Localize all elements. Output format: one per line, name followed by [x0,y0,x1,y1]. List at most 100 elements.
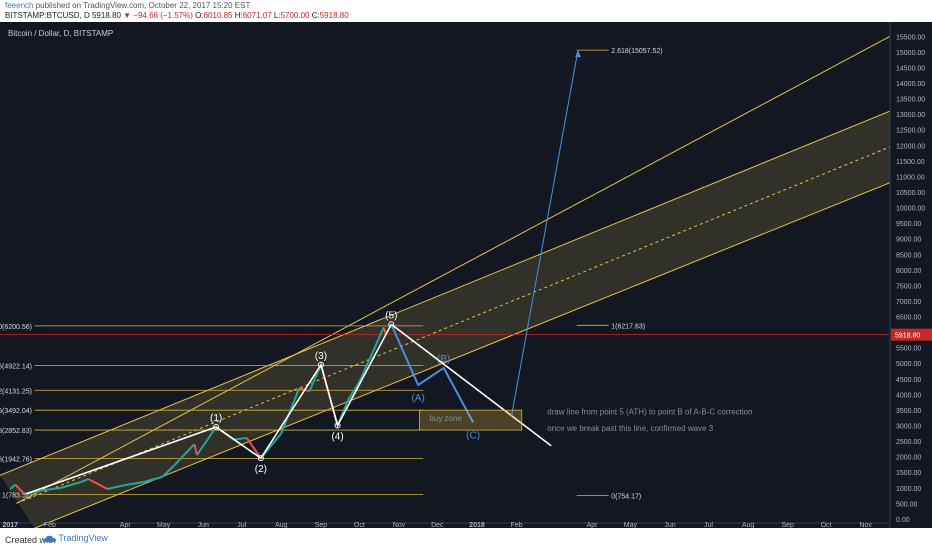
x-tick-label: Feb [44,522,56,528]
price-segment [372,327,385,352]
wave-point [334,422,341,429]
channel-fill [0,111,890,529]
low-value: 5700.00 [280,11,310,20]
fib-level-label: 0(6200.56) [0,324,32,331]
y-tick-label: 8000.00 [896,268,921,275]
price-segment [142,475,163,484]
wave-label: (4) [331,431,343,442]
breakout-trendline [390,323,552,447]
y-tick-label: 2000.00 [896,455,921,462]
x-tick-label: Dec [431,522,444,528]
x-tick-label: May [157,522,171,528]
close-label: C: [311,11,320,20]
x-tick-label: Oct [354,522,365,528]
elliott-wave-line [25,323,392,495]
cloud-icon [44,535,56,542]
buy-zone [419,409,523,431]
y-tick-label: 6500.00 [896,315,921,322]
y-tick-label: 10500.00 [896,190,925,197]
price-segment [358,350,375,383]
x-tick-label: Aug [275,522,288,528]
open-label: O: [195,11,204,20]
fib-extension-label: 2.618(15057.52) [611,48,662,55]
price-segment [174,443,196,466]
price-segment [161,463,176,478]
fib-level-label: 0.5(3492.04) [0,408,32,415]
outer-trend-line [16,35,891,504]
price-segment [193,443,198,456]
price-change: ▼ −94.66 (−1.57%) [123,11,193,20]
fib-extension-label: 1(6217.63) [611,323,645,330]
x-tick-label: Jun [198,522,209,528]
y-tick-label: 13500.00 [896,97,925,104]
wave-label: (3) [315,351,327,362]
author-link[interactable]: feeench [5,1,34,10]
price-segment [107,484,125,490]
last-price: 5918.80 [91,11,121,20]
channel-lower-line [34,182,891,529]
projection-arrow [511,50,579,417]
price-chart[interactable]: Bitcoin / Dollar, D, BITSTAMP 0(6200.56)… [0,22,932,529]
tradingview-brand: TradingView [58,533,108,543]
x-tick-label: Aug [742,522,755,528]
x-tick-label: Oct [821,522,832,528]
footer: Created with TradingView [0,529,932,550]
y-tick-label: 8500.00 [896,252,921,259]
y-axis-panel [890,22,932,528]
abc-label: (A) [411,393,424,404]
price-segment [233,436,247,441]
symbol: BITSTAMP:BTCUSD, D [5,11,90,20]
chart-area[interactable]: Bitcoin / Dollar, D, BITSTAMP 0(6200.56)… [0,22,932,529]
fib-level-label: 0.786(1942.76) [0,456,32,463]
y-tick-label: 13000.00 [896,112,925,119]
y-tick-label: 12000.00 [896,143,925,150]
y-tick-label: 5000.00 [896,361,921,368]
price-segment [123,481,144,487]
wave-point [257,455,264,462]
x-tick-label: Sep [781,522,794,528]
fib-extension-label: 0(754.17) [611,493,641,500]
fib-level-label: 0.618(2852.83) [0,428,32,435]
y-tick-label: 7000.00 [896,299,921,306]
y-tick-label: 2500.00 [896,439,921,446]
created-with-text: Created with [5,535,56,545]
y-tick-label: 1000.00 [896,486,921,493]
annotation-text: draw line from point 5 (ATH) to point B … [547,408,752,417]
price-segment [346,381,361,402]
y-tick-label: 9500.00 [896,221,921,228]
x-tick-label: Jul [237,522,246,528]
price-segment [80,478,89,484]
price-segment [245,437,262,459]
x-tick-label: Apr [587,522,599,528]
x-tick-label: 2017 [2,522,18,528]
publish-info: feeench published on TradingView.com, Oc… [5,1,250,10]
x-tick-label: Jun [664,522,675,528]
symbol-info: BITSTAMP:BTCUSD, D 5918.80 ▼ −94.66 (−1.… [5,11,349,20]
wave-point [388,321,395,328]
tradingview-logo-link[interactable]: TradingView [44,533,108,543]
y-tick-label: 3000.00 [896,423,921,430]
y-tick-label: 4000.00 [896,392,921,399]
y-tick-label: 7500.00 [896,283,921,290]
price-segment [9,483,16,490]
projection-arrowhead [574,50,581,58]
x-tick-label: Sep [315,522,328,528]
high-value: 6071.07 [242,11,272,20]
price-segment [196,426,217,456]
y-tick-label: 15500.00 [896,34,925,41]
y-tick-label: 11000.00 [896,174,925,181]
published-text: published on TradingView.com, October 22… [35,1,251,10]
y-tick-label: 10000.00 [896,206,925,213]
abc-correction-line [390,323,475,423]
price-segment [14,483,26,495]
chart-title: Bitcoin / Dollar, D, BITSTAMP [8,29,113,38]
y-tick-label: 500.00 [896,501,918,508]
wave-point [213,424,220,431]
fib-level-label: 1(783.52) [2,492,32,499]
channel-midline [16,146,891,504]
wave-label: (5) [385,310,397,321]
open-value: 6010.85 [203,11,233,20]
x-tick-label: Nov [859,522,872,528]
price-segment [280,387,301,434]
high-label: H: [234,11,243,20]
